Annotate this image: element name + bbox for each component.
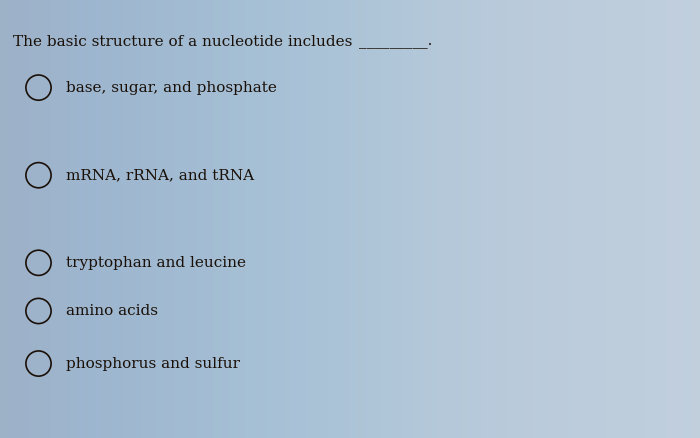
Text: mRNA, rRNA, and tRNA: mRNA, rRNA, and tRNA bbox=[66, 168, 255, 182]
Text: _________.: _________. bbox=[359, 35, 433, 49]
Text: base, sugar, and phosphate: base, sugar, and phosphate bbox=[66, 81, 277, 95]
Text: The basic structure of a nucleotide includes: The basic structure of a nucleotide incl… bbox=[13, 35, 357, 49]
Text: phosphorus and sulfur: phosphorus and sulfur bbox=[66, 357, 241, 371]
Text: amino acids: amino acids bbox=[66, 304, 158, 318]
Text: tryptophan and leucine: tryptophan and leucine bbox=[66, 256, 246, 270]
